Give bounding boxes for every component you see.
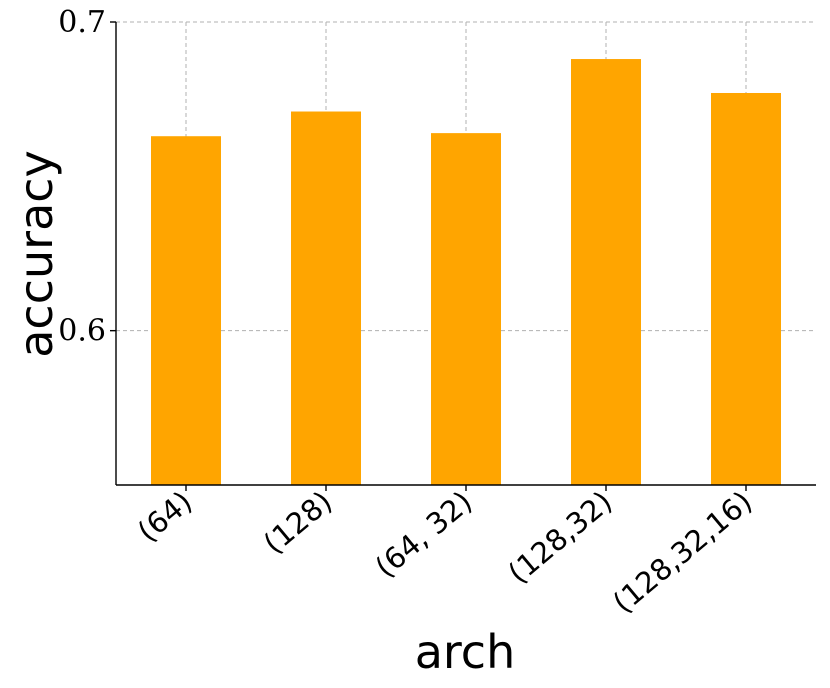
- x-axis-title: arch: [415, 625, 516, 679]
- bar-3: [571, 59, 641, 485]
- y-axis-title: accuracy: [9, 150, 63, 358]
- bar-1: [291, 111, 361, 485]
- x-tick-label-1: (128): [257, 484, 339, 560]
- bar-4: [711, 92, 781, 485]
- bar-0: [151, 136, 221, 485]
- bars: [151, 59, 781, 485]
- x-tick-label-2: (64, 32): [369, 484, 479, 584]
- y-tick-label-1: 0.7: [58, 5, 106, 40]
- x-tick-label-3: (128,32): [502, 484, 619, 590]
- x-ticks: (64) (128) (64, 32) (128,32)(128,32,16): [131, 484, 758, 619]
- x-tick-label-0: (64): [131, 484, 198, 548]
- y-tick-label-0: 0.6: [58, 314, 106, 349]
- x-tick-label-4: (128,32,16): [606, 484, 758, 619]
- bar-2: [431, 133, 501, 485]
- y-ticks: 0.6 0.7: [58, 5, 116, 349]
